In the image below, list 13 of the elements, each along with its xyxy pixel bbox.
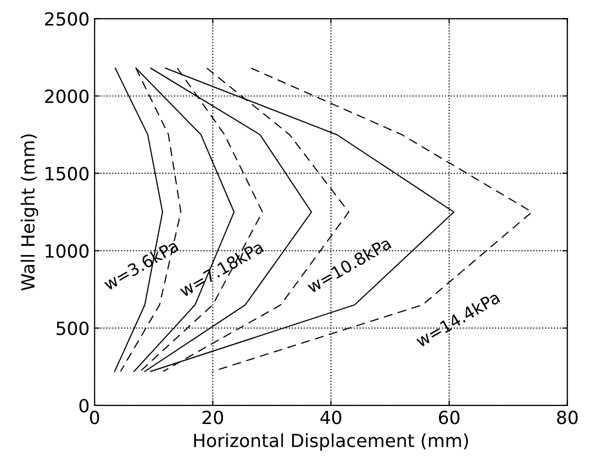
y-tick-label: 2500 — [45, 12, 88, 26]
y-tick-label: 2000 — [45, 89, 88, 104]
y-tick-label: 500 — [56, 322, 88, 336]
x-tick-label: 80 — [557, 410, 578, 424]
y-tick-label: 1000 — [46, 244, 88, 258]
y-axis-title: Wall Height (mm) — [20, 134, 38, 291]
x-tick-label: 20 — [202, 410, 224, 424]
x-tick-label: 40 — [320, 410, 342, 424]
y-tick-label: 1500 — [46, 166, 88, 180]
x-tick-label: 0 — [90, 410, 100, 424]
x-axis-title: Horizontal Displacement (mm) — [194, 433, 468, 451]
x-tick-label: 60 — [438, 410, 460, 424]
y-tick-label: 0 — [79, 398, 88, 413]
